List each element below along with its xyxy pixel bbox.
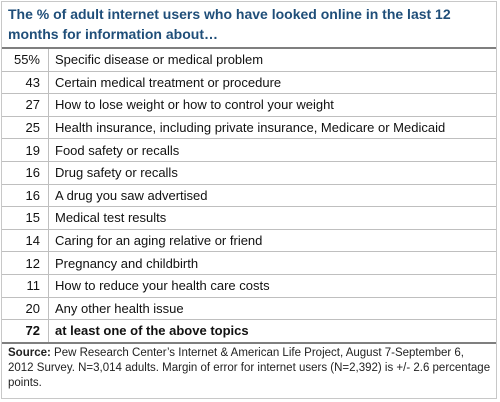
topic-cell: How to lose weight or how to control you… xyxy=(48,93,496,117)
percent-cell: 16 xyxy=(2,184,49,208)
percent-cell: 12 xyxy=(2,251,49,275)
table-row: 43 Certain medical treatment or procedure xyxy=(2,71,496,95)
table-row: 16 A drug you saw advertised xyxy=(2,184,496,208)
topic-cell: Pregnancy and childbirth xyxy=(48,251,496,275)
table-row: 72 at least one of the above topics xyxy=(2,319,496,343)
topic-cell: at least one of the above topics xyxy=(55,323,249,339)
table-row: 16 Drug safety or recalls xyxy=(2,161,496,185)
percent-cell: 72 xyxy=(2,319,49,343)
table-row: 11 How to reduce your health care costs xyxy=(2,274,496,298)
topic-cell: Certain medical treatment or procedure xyxy=(48,71,496,95)
topic-cell: Medical test results xyxy=(48,206,496,230)
topic-cell: Health insurance, including private insu… xyxy=(48,116,496,140)
topic-cell: Specific disease or medical problem xyxy=(48,48,496,72)
topic-cell: Any other health issue xyxy=(48,297,496,321)
percent-cell: 25 xyxy=(2,116,49,140)
topic-cell: How to reduce your health care costs xyxy=(48,274,496,298)
table-row: 20 Any other health issue xyxy=(2,297,496,321)
table-row: 14 Caring for an aging relative or friend xyxy=(2,229,496,253)
percent-cell: 15 xyxy=(2,206,49,230)
table-row: 19 Food safety or recalls xyxy=(2,138,496,162)
topic-cell: Caring for an aging relative or friend xyxy=(48,229,496,253)
percent-cell: 14 xyxy=(2,229,49,253)
percent-cell: 43 xyxy=(2,71,49,95)
table-row: 15 Medical test results xyxy=(2,206,496,230)
topic-cell: A drug you saw advertised xyxy=(48,184,496,208)
footer: Source: Pew Research Center’s Internet &… xyxy=(8,346,492,391)
table-row: 27 How to lose weight or how to control y… xyxy=(2,93,496,117)
table-row: 12 Pregnancy and childbirth xyxy=(2,251,496,275)
topic-cell: Drug safety or recalls xyxy=(48,161,496,185)
table-row: 55% Specific disease or medical problem xyxy=(2,48,496,72)
percent-cell: 55% xyxy=(2,48,49,72)
percent-cell: 27 xyxy=(2,93,49,117)
source-text: Pew Research Center’s Internet & America… xyxy=(8,347,491,389)
source-label: Source: xyxy=(8,347,51,359)
table: 55% Specific disease or medical problem 43… xyxy=(2,47,496,344)
percent-cell: 19 xyxy=(2,138,49,162)
percent-cell: 20 xyxy=(2,297,49,321)
percent-cell: 11 xyxy=(2,274,49,298)
title: The % of adult internet users who have l… xyxy=(8,6,451,42)
table-row: 25 Health insurance, including private in… xyxy=(2,116,496,140)
percent-cell: 16 xyxy=(2,161,49,185)
topic-cell: Food safety or recalls xyxy=(48,138,496,162)
